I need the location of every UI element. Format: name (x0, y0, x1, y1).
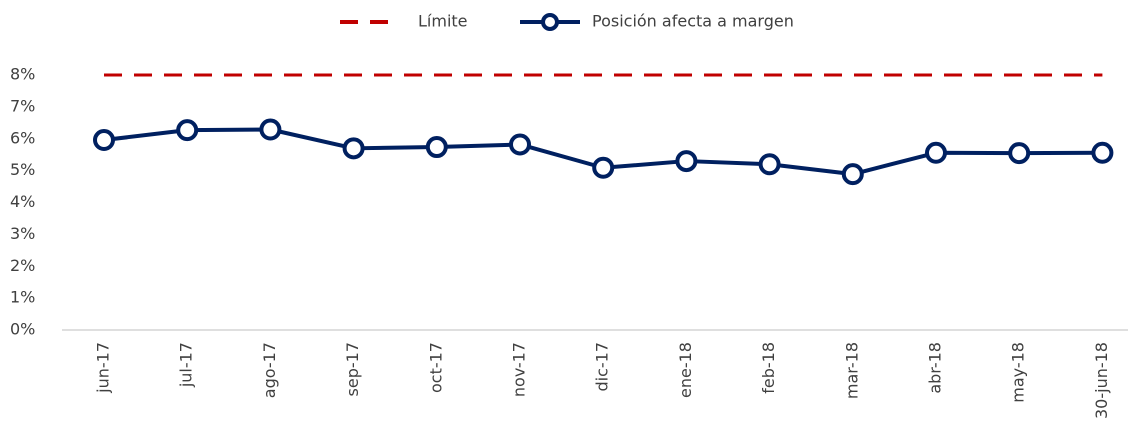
x-tick-label: jul-17 (177, 342, 196, 388)
legend-label: Posición afecta a margen (592, 12, 794, 31)
y-tick-label: 5% (10, 160, 35, 179)
x-tick-label: dic-17 (593, 342, 612, 392)
x-tick-label: abr-18 (926, 342, 945, 394)
point-marker (176, 119, 199, 142)
y-tick-label: 7% (10, 96, 35, 115)
point-marker (841, 163, 864, 186)
point-marker (509, 133, 531, 156)
x-tick-label: oct-17 (426, 342, 445, 393)
x-tick-label: may-18 (1009, 342, 1028, 403)
point-marker (259, 118, 282, 141)
point-marker (675, 150, 698, 173)
x-tick-label: ago-17 (260, 342, 279, 398)
point-marker (342, 137, 365, 160)
y-tick-label: 4% (10, 192, 35, 211)
legend-label: Límite (418, 12, 468, 31)
x-tick-label: sep-17 (343, 342, 362, 396)
y-tick-label: 6% (10, 128, 35, 147)
point-marker (1008, 142, 1031, 165)
x-tick-label: ene-18 (676, 342, 695, 398)
point-marker (425, 136, 448, 159)
x-tick-label: jun-17 (94, 342, 113, 394)
y-tick-label: 8% (10, 65, 35, 84)
x-tick-label: feb-18 (759, 342, 778, 394)
y-tick-label: 2% (10, 256, 35, 275)
point-marker (758, 153, 781, 176)
point-marker (93, 129, 115, 152)
y-tick-label: 3% (10, 224, 35, 243)
point-marker (925, 141, 947, 164)
point-marker (592, 156, 615, 179)
x-tick-label: 30-jun-18 (1092, 342, 1111, 419)
x-tick-label: mar-18 (842, 342, 861, 399)
point-marker (1091, 141, 1114, 164)
y-tick-label: 1% (10, 288, 35, 307)
y-tick-label: 0% (10, 320, 35, 339)
x-tick-label: nov-17 (510, 342, 529, 397)
legend-marker (541, 13, 559, 31)
